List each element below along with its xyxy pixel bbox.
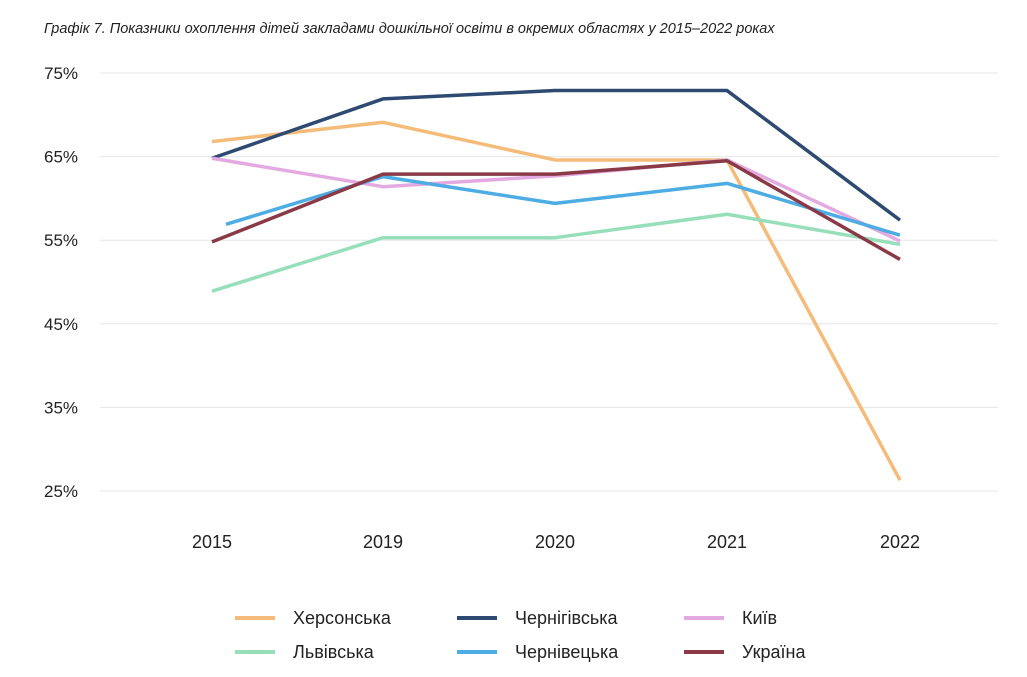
y-tick-label: 75%	[44, 64, 78, 83]
series-line-0	[211, 120, 902, 481]
x-tick-label: 2020	[535, 532, 575, 552]
series-line-5	[211, 159, 901, 261]
legend-item: Київ	[684, 608, 777, 628]
y-tick-label: 35%	[44, 398, 78, 417]
x-axis-ticks: 2015 2019 2020 2021 2022	[192, 532, 920, 552]
gridlines	[100, 72, 998, 492]
legend-item: Україна	[684, 642, 806, 662]
legend-item: Чернівецька	[457, 642, 619, 662]
legend-label: Чернігівська	[515, 608, 619, 628]
y-tick-label: 45%	[44, 315, 78, 334]
legend-label: Львівська	[293, 642, 375, 662]
legend-label: Херсонська	[293, 608, 392, 628]
chart-title: Графік 7. Показники охоплення дітей закл…	[44, 21, 775, 37]
y-tick-label: 55%	[44, 231, 78, 250]
series-lines	[211, 88, 902, 481]
y-tick-label: 65%	[44, 148, 78, 167]
legend-item: Львівська	[235, 642, 375, 662]
legend-label: Україна	[742, 642, 806, 662]
legend: Херсонська Чернігівська Київ Львівська Черні…	[235, 608, 806, 662]
series-line-4	[225, 174, 901, 237]
x-tick-label: 2015	[192, 532, 232, 552]
legend-label: Київ	[742, 608, 777, 628]
x-tick-label: 2022	[880, 532, 920, 552]
legend-item: Чернігівська	[457, 608, 619, 628]
legend-label: Чернівецька	[515, 642, 619, 662]
x-tick-label: 2021	[707, 532, 747, 552]
legend-item: Херсонська	[235, 608, 392, 628]
series-line-1	[211, 88, 902, 222]
y-tick-label: 25%	[44, 482, 78, 501]
x-tick-label: 2019	[363, 532, 403, 552]
series-line-3	[211, 212, 901, 293]
y-axis-ticks: 25% 35% 45% 55% 65% 75%	[44, 64, 78, 501]
